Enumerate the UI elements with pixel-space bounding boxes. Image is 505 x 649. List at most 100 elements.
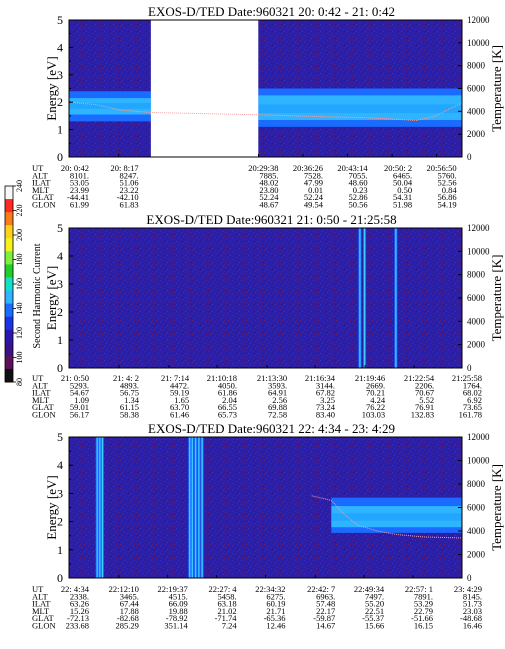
table-cell: 51.98 bbox=[393, 200, 412, 210]
table-cell: -78.92 bbox=[166, 613, 188, 623]
y-tick-label: 5 bbox=[57, 13, 63, 27]
table-cell-ut: 20: 0:42 bbox=[61, 163, 89, 173]
table-row-label: GLAT bbox=[32, 402, 55, 412]
y-right-tick-label: 4000 bbox=[467, 526, 486, 536]
table-cell: 66.55 bbox=[218, 402, 237, 412]
table-cell: 63.18 bbox=[217, 599, 236, 609]
table-cell: 76.22 bbox=[366, 402, 385, 412]
y-right-tick-label: 6000 bbox=[467, 293, 486, 303]
table-cell: 6963. bbox=[316, 591, 335, 601]
table-cell: 53.05 bbox=[70, 178, 89, 188]
panel-2: EXOS-D/TED Date:960321 21: 0:50 - 21:25:… bbox=[32, 212, 504, 420]
table-cell: 7.24 bbox=[222, 621, 238, 631]
table-row-label: ILAT bbox=[32, 599, 51, 609]
table-cell: 3144. bbox=[316, 380, 335, 390]
table-cell: 14.67 bbox=[316, 621, 335, 631]
table-row-label: GLON bbox=[32, 200, 56, 210]
table-cell-ut: 21: 7:14 bbox=[161, 373, 190, 383]
y-tick-label: 4 bbox=[57, 40, 63, 54]
spike-core bbox=[189, 437, 191, 578]
table-cell: 16.46 bbox=[463, 621, 482, 631]
y-right-tick-label: 6000 bbox=[467, 84, 486, 94]
table-cell: 51.06 bbox=[120, 178, 139, 188]
colorbar-tick-label: 140 bbox=[15, 303, 24, 315]
table-cell: 4515. bbox=[169, 591, 188, 601]
table-cell: 23.99 bbox=[70, 185, 89, 195]
table-cell-ut: 20:43:14 bbox=[337, 163, 368, 173]
table-cell: 48.02 bbox=[259, 178, 278, 188]
spike-core bbox=[359, 228, 361, 368]
table-cell: 61.99 bbox=[70, 200, 89, 210]
table-cell: 4.24 bbox=[370, 395, 386, 405]
colorbar-swatch bbox=[5, 186, 13, 200]
table-cell: 2.04 bbox=[222, 395, 238, 405]
table-row-label: ILAT bbox=[32, 178, 51, 188]
table-cell: 132.83 bbox=[411, 410, 434, 420]
table-cell: 2.56 bbox=[272, 395, 287, 405]
table-cell-ut: 22:57: 1 bbox=[405, 584, 433, 594]
table-cell: 68.02 bbox=[463, 388, 482, 398]
y-tick-label: 3 bbox=[57, 486, 63, 500]
temperature-trace bbox=[311, 495, 462, 539]
energy-band-center bbox=[331, 513, 462, 521]
panel-title: EXOS-D/TED Date:960321 21: 0:50 - 21:25:… bbox=[146, 212, 396, 227]
colorbar-swatch bbox=[5, 329, 13, 344]
energy-band-center bbox=[258, 104, 462, 114]
table-cell: 56.75 bbox=[120, 388, 139, 398]
y-right-tick-label: 8000 bbox=[467, 270, 486, 280]
y-right-tick-label: 0 bbox=[467, 573, 472, 583]
table-row-label: ILAT bbox=[32, 388, 51, 398]
table-cell: 5458. bbox=[217, 591, 236, 601]
table-cell: 48.60 bbox=[348, 178, 367, 188]
table-cell: 65.73 bbox=[218, 410, 237, 420]
colorbar-tick-label: 180 bbox=[15, 254, 24, 266]
y-right-tick-label: 6000 bbox=[467, 503, 486, 513]
panel-1: EXOS-D/TED Date:960321 20: 0:42 - 21: 0:… bbox=[32, 4, 504, 210]
y-tick-label: 3 bbox=[57, 277, 63, 291]
y-right-axis-label: Temperature [K] bbox=[489, 255, 504, 342]
y-right-tick-label: 4000 bbox=[467, 106, 486, 116]
table-cell: 23.22 bbox=[120, 185, 139, 195]
table-cell: 54.31 bbox=[393, 192, 412, 202]
table-cell: 23.03 bbox=[463, 606, 482, 616]
table-row-label: GLAT bbox=[32, 192, 55, 202]
table-cell-ut: 20: 8:17 bbox=[111, 163, 139, 173]
table-cell-ut: 20:36:26 bbox=[293, 163, 323, 173]
colorbar-tick-label: 100 bbox=[15, 352, 24, 364]
spike-core bbox=[191, 437, 193, 578]
table-cell: 66.09 bbox=[169, 599, 188, 609]
table-cell: 59.19 bbox=[170, 388, 189, 398]
y-axis-label: Energy [eV] bbox=[44, 266, 59, 330]
panel-3: EXOS-D/TED Date:960321 22: 4:34 - 23: 4:… bbox=[32, 421, 504, 631]
table-cell: 285.29 bbox=[115, 621, 138, 631]
table-cell: 63.70 bbox=[170, 402, 189, 412]
colorbar-swatch bbox=[5, 368, 13, 383]
table-cell: 4893. bbox=[120, 380, 139, 390]
table-cell-ut: 20:50: 2 bbox=[384, 163, 412, 173]
table-cell: 59.01 bbox=[70, 402, 89, 412]
table-cell: 61.86 bbox=[218, 388, 237, 398]
y-tick-label: 4 bbox=[57, 458, 63, 472]
table-cell: 7885. bbox=[259, 170, 278, 180]
colorbar-tick-label: 220 bbox=[15, 205, 24, 217]
table-cell: 61.46 bbox=[170, 410, 189, 420]
table-cell: 5.52 bbox=[419, 395, 434, 405]
y-axis-label: Energy [eV] bbox=[44, 475, 59, 539]
y-right-tick-label: 12000 bbox=[467, 223, 490, 233]
spike-core bbox=[194, 437, 197, 578]
table-cell: 83.40 bbox=[316, 410, 335, 420]
table-cell: 52.24 bbox=[304, 192, 324, 202]
table-cell-ut: 20:56:50 bbox=[426, 163, 456, 173]
table-cell: -55.37 bbox=[362, 613, 384, 623]
table-cell: 5293. bbox=[70, 380, 89, 390]
table-cell: -82.68 bbox=[117, 613, 139, 623]
table-cell: 67.44 bbox=[120, 599, 140, 609]
table-cell: 1.09 bbox=[74, 395, 89, 405]
table-cell: 7497. bbox=[365, 591, 384, 601]
colorbar-swatch bbox=[5, 277, 13, 292]
y-tick-label: 0 bbox=[57, 571, 63, 585]
table-row-label: ALT bbox=[32, 380, 49, 390]
table-cell: 22.51 bbox=[365, 606, 384, 616]
table-cell: 3.25 bbox=[320, 395, 335, 405]
